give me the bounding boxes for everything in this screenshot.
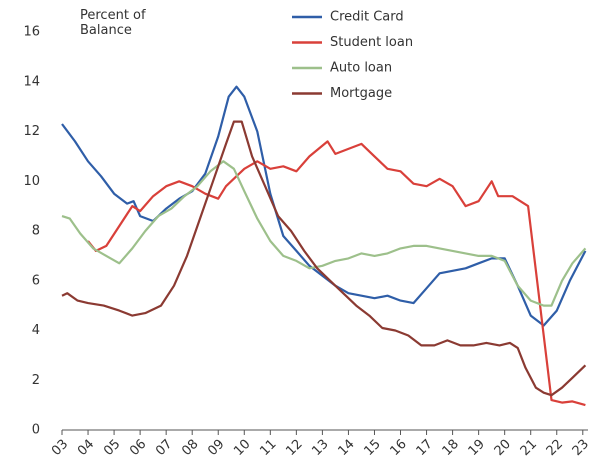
x-tick-label: 05 (101, 437, 123, 459)
line-series (87, 140, 586, 407)
x-tick-label: 04 (75, 437, 97, 459)
x-tick-label: 18 (440, 437, 462, 459)
x-tick-label: 10 (231, 437, 253, 459)
x-tick-label: 08 (179, 437, 201, 459)
legend-label: Student loan (330, 35, 413, 50)
x-tick-label: 16 (388, 437, 410, 459)
x-tick-label: 17 (414, 437, 436, 459)
x-tick-label: 20 (492, 437, 514, 459)
y-tick-label: 0 (32, 423, 40, 438)
x-tick-label: 19 (466, 437, 488, 459)
y-tick-label: 16 (23, 25, 40, 40)
x-tick-label: 13 (309, 437, 331, 459)
line-series (61, 120, 587, 397)
x-tick-label: 23 (570, 437, 592, 459)
line-series (61, 85, 587, 327)
x-tick-label: 22 (544, 437, 566, 459)
y-tick-label: 12 (23, 124, 40, 139)
x-tick-label: 12 (283, 437, 305, 459)
x-tick-label: 03 (49, 437, 71, 459)
x-tick-label: 15 (361, 437, 383, 459)
y-tick-label: 14 (23, 74, 40, 89)
x-tick-label: 09 (205, 437, 227, 459)
x-tick-label: 11 (257, 437, 279, 459)
x-tick-label: 07 (153, 437, 175, 459)
y-tick-label: 8 (32, 224, 40, 239)
y-tick-label: 2 (32, 373, 40, 388)
y-tick-label: 4 (32, 323, 40, 338)
legend-label: Auto loan (330, 61, 392, 76)
legend-label: Mortgage (330, 86, 392, 101)
line-series (61, 160, 587, 307)
legend-label: Credit Card (330, 10, 404, 25)
y-tick-label: 10 (23, 174, 40, 189)
x-tick-label: 06 (127, 437, 149, 459)
x-tick-label: 21 (518, 437, 540, 459)
x-tick-label: 14 (335, 437, 357, 459)
y-tick-label: 6 (32, 273, 40, 288)
y-axis-label: Percent of Balance (80, 8, 146, 38)
